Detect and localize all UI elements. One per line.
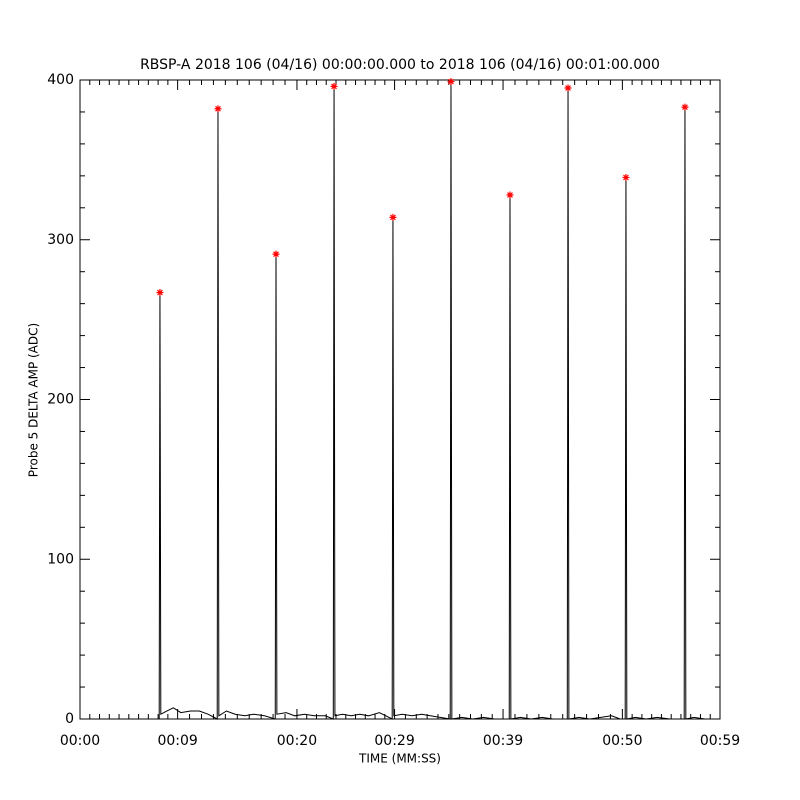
- x-tick-label: 00:09: [157, 733, 197, 749]
- y-axis-label: Probe 5 DELTA AMP (ADC): [27, 323, 41, 477]
- x-tick-label: 00:50: [602, 733, 642, 749]
- data-line: [158, 81, 705, 720]
- peak-marker: [622, 173, 630, 181]
- peak-marker: [564, 84, 572, 92]
- peak-marker: [214, 105, 222, 113]
- x-tick-label: 00:59: [700, 733, 740, 749]
- x-tick-label: 00:39: [483, 733, 523, 749]
- y-tick-label: 300: [47, 232, 74, 248]
- peak-marker: [330, 82, 338, 90]
- peak-marker: [447, 78, 455, 86]
- peak-marker: [156, 288, 164, 296]
- peak-marker: [272, 250, 280, 258]
- chart-title: RBSP-A 2018 106 (04/16) 00:00:00.000 to …: [140, 57, 660, 73]
- peak-marker: [506, 191, 514, 199]
- peak-marker: [681, 103, 689, 111]
- y-tick-label: 100: [47, 551, 74, 567]
- x-tick-label: 00:20: [277, 733, 317, 749]
- peak-marker: [389, 213, 397, 221]
- y-tick-label: 400: [47, 72, 74, 88]
- y-tick-label: 0: [65, 711, 74, 727]
- y-tick-label: 200: [47, 392, 74, 408]
- x-axis-label: TIME (MM:SS): [358, 752, 441, 766]
- x-tick-label: 00:29: [374, 733, 414, 749]
- x-tick-label: 00:00: [60, 733, 100, 749]
